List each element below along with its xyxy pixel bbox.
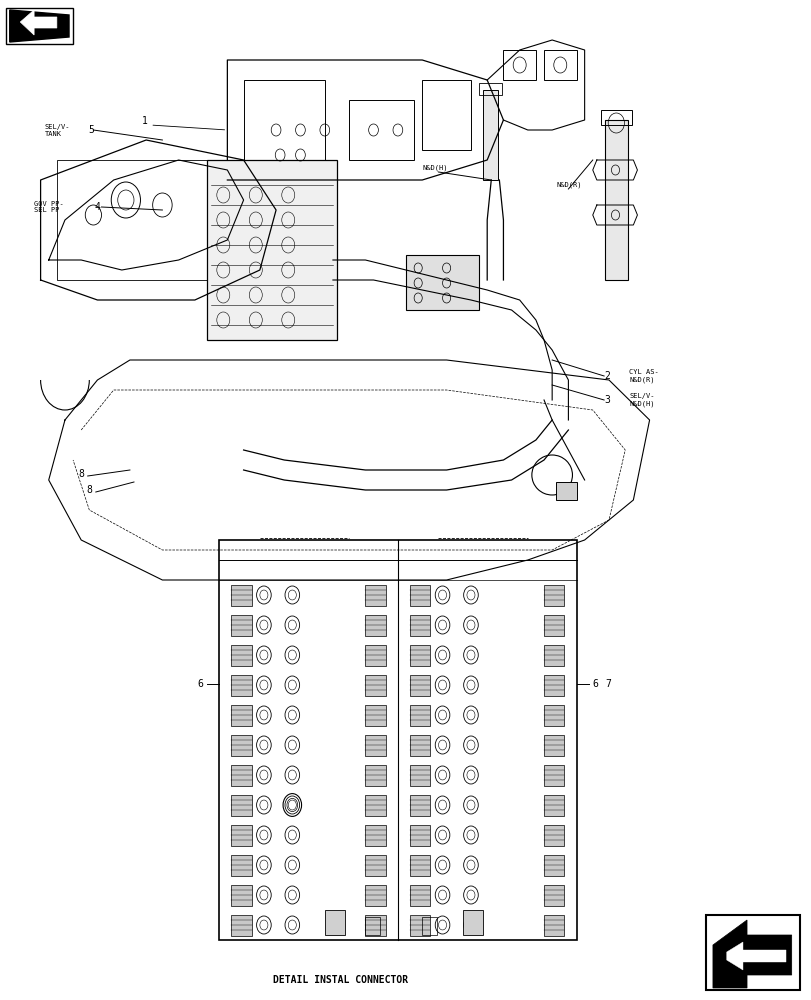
Text: SEL/V-
N&D(H): SEL/V- N&D(H) <box>629 393 654 407</box>
Bar <box>231 645 251 666</box>
Bar <box>365 914 385 936</box>
Bar <box>543 734 564 756</box>
Bar <box>543 914 564 936</box>
Bar <box>410 764 430 786</box>
Bar <box>349 100 414 160</box>
Text: 3: 3 <box>603 395 610 405</box>
Bar <box>324 910 345 935</box>
Bar <box>406 255 478 310</box>
Bar <box>231 584 251 605</box>
Bar <box>422 917 436 935</box>
Bar <box>207 160 337 340</box>
Bar <box>556 482 576 500</box>
Bar <box>231 764 251 786</box>
Text: 5: 5 <box>88 125 94 135</box>
Bar <box>543 824 564 845</box>
Polygon shape <box>712 920 791 988</box>
Bar <box>543 794 564 816</box>
Bar <box>365 854 385 876</box>
Text: 1: 1 <box>141 116 148 126</box>
Bar <box>543 854 564 876</box>
Bar <box>365 614 385 636</box>
Bar <box>231 914 251 936</box>
Bar <box>478 83 501 95</box>
Bar <box>231 884 251 906</box>
Bar <box>543 645 564 666</box>
Text: 2: 2 <box>603 371 610 381</box>
Text: CYL AS-
N&D(R): CYL AS- N&D(R) <box>629 369 659 383</box>
Bar <box>543 614 564 636</box>
Bar <box>231 704 251 726</box>
Bar <box>410 734 430 756</box>
Text: 4: 4 <box>94 202 101 212</box>
Polygon shape <box>20 10 57 35</box>
Bar <box>365 704 385 726</box>
Text: N&D(H): N&D(H) <box>422 165 447 171</box>
Bar <box>410 614 430 636</box>
Bar <box>231 794 251 816</box>
Bar <box>243 80 324 160</box>
Bar <box>365 794 385 816</box>
Bar <box>6 8 73 44</box>
Bar <box>543 50 576 80</box>
Bar <box>410 674 430 696</box>
Bar <box>365 734 385 756</box>
Bar <box>231 824 251 845</box>
Text: 6: 6 <box>592 679 598 689</box>
Bar <box>410 854 430 876</box>
Bar <box>57 160 235 280</box>
Bar <box>462 910 483 935</box>
Bar <box>219 540 576 940</box>
Bar <box>483 90 497 180</box>
Bar <box>543 674 564 696</box>
Text: 6: 6 <box>197 679 203 689</box>
Bar <box>365 584 385 605</box>
Bar <box>231 674 251 696</box>
Bar <box>410 824 430 845</box>
Text: SEL/V-
TANK: SEL/V- TANK <box>45 123 70 136</box>
Bar <box>365 674 385 696</box>
Bar <box>365 645 385 666</box>
Bar <box>543 764 564 786</box>
Bar <box>543 584 564 605</box>
Bar <box>410 704 430 726</box>
Text: 8: 8 <box>78 469 84 479</box>
Text: 7: 7 <box>604 679 610 689</box>
Bar <box>410 914 430 936</box>
Polygon shape <box>726 942 785 970</box>
Bar <box>543 704 564 726</box>
Text: GOV PP-
SEL PP: GOV PP- SEL PP <box>34 200 64 214</box>
Bar <box>231 614 251 636</box>
Text: DETAIL INSTAL CONNECTOR: DETAIL INSTAL CONNECTOR <box>273 975 408 985</box>
Bar <box>365 884 385 906</box>
Bar <box>600 110 631 125</box>
Bar <box>231 734 251 756</box>
Bar <box>410 645 430 666</box>
Bar <box>422 80 470 150</box>
Bar <box>503 50 535 80</box>
Bar <box>365 764 385 786</box>
Bar <box>410 584 430 605</box>
Bar <box>365 917 380 935</box>
Bar <box>410 884 430 906</box>
Bar <box>543 884 564 906</box>
Text: N&D(R): N&D(R) <box>556 182 581 188</box>
Bar <box>231 854 251 876</box>
Text: 8: 8 <box>86 485 92 495</box>
Bar <box>365 824 385 845</box>
Bar <box>604 120 627 280</box>
Polygon shape <box>10 10 69 42</box>
Bar <box>410 794 430 816</box>
Bar <box>706 915 799 990</box>
